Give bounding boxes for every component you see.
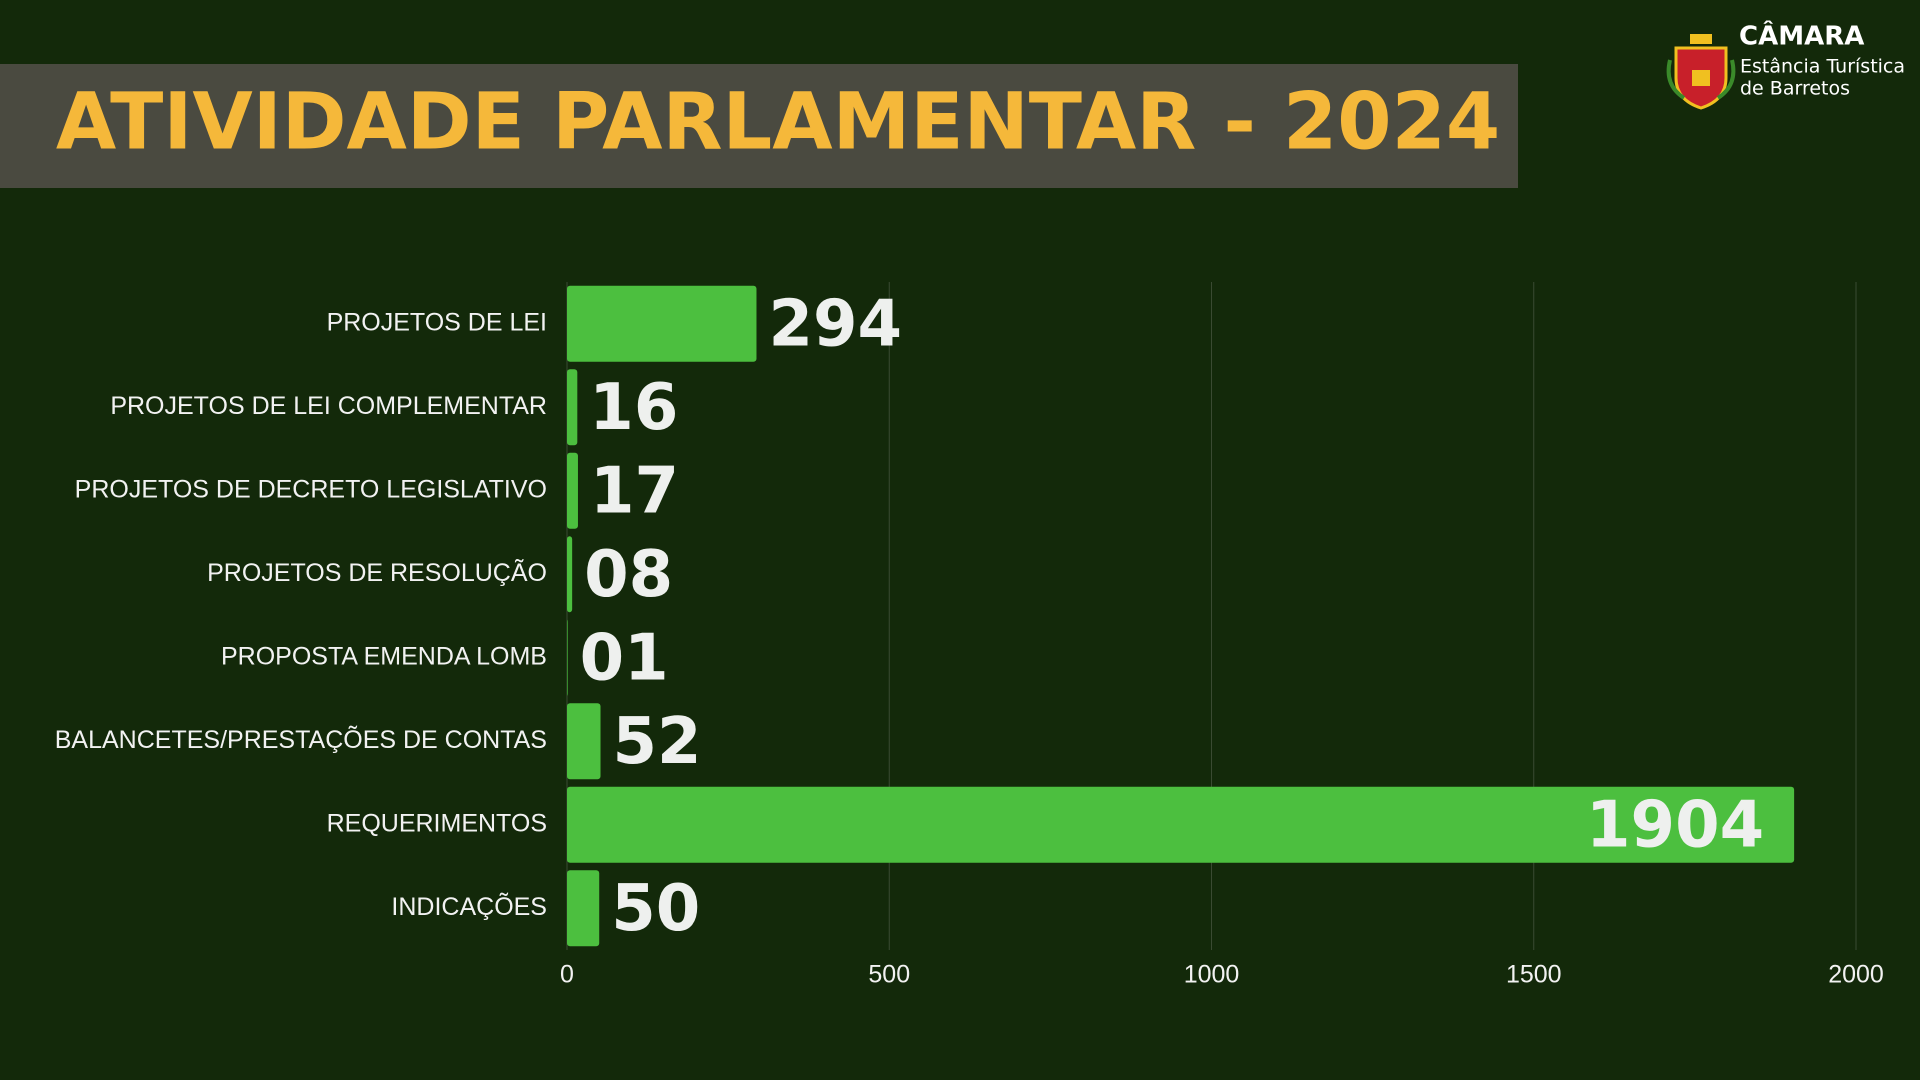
y-tick-label: REQUERIMENTOS — [327, 809, 547, 837]
bar — [567, 619, 568, 696]
logo-line: de Barretos — [1740, 78, 1850, 100]
value-label: 16 — [589, 371, 678, 445]
y-tick-label: PROJETOS DE DECRETO LEGISLATIVO — [75, 475, 547, 503]
y-tick-label: BALANCETES/PRESTAÇÕES DE CONTAS — [55, 725, 547, 754]
logo-icon — [1666, 34, 1736, 110]
logo-name: CÂMARA — [1739, 20, 1864, 52]
x-tick-label: 1000 — [1184, 961, 1240, 989]
title-band — [0, 64, 1518, 188]
bar — [567, 870, 600, 947]
value-label: 01 — [580, 621, 669, 695]
bar — [567, 703, 601, 780]
logo-line: Estância Turística — [1740, 56, 1905, 78]
value-label: 294 — [768, 287, 902, 361]
y-tick-label: PROJETOS DE LEI COMPLEMENTAR — [110, 392, 547, 420]
value-label: 50 — [611, 872, 700, 946]
y-tick-label: PROJETOS DE RESOLUÇÃO — [207, 558, 547, 587]
x-tick-label: 500 — [868, 961, 910, 989]
y-tick-label: PROJETOS DE LEI — [327, 308, 547, 336]
x-tick-label: 0 — [560, 961, 574, 989]
x-tick-label: 2000 — [1828, 961, 1884, 989]
value-label: 52 — [613, 705, 702, 779]
y-tick-label: PROPOSTA EMENDA LOMB — [221, 642, 547, 670]
x-tick-label: 1500 — [1506, 961, 1562, 989]
bar — [567, 786, 1795, 863]
value-label: 17 — [590, 454, 679, 528]
bar — [567, 536, 573, 613]
value-label: 1904 — [1586, 788, 1764, 862]
bar — [567, 285, 757, 362]
bar — [567, 369, 578, 446]
chart-title: ATIVIDADE PARLAMENTAR - 2024 — [56, 77, 1500, 167]
bar — [567, 452, 578, 529]
value-label: 08 — [584, 538, 673, 612]
y-tick-label: INDICAÇÕES — [391, 892, 547, 921]
